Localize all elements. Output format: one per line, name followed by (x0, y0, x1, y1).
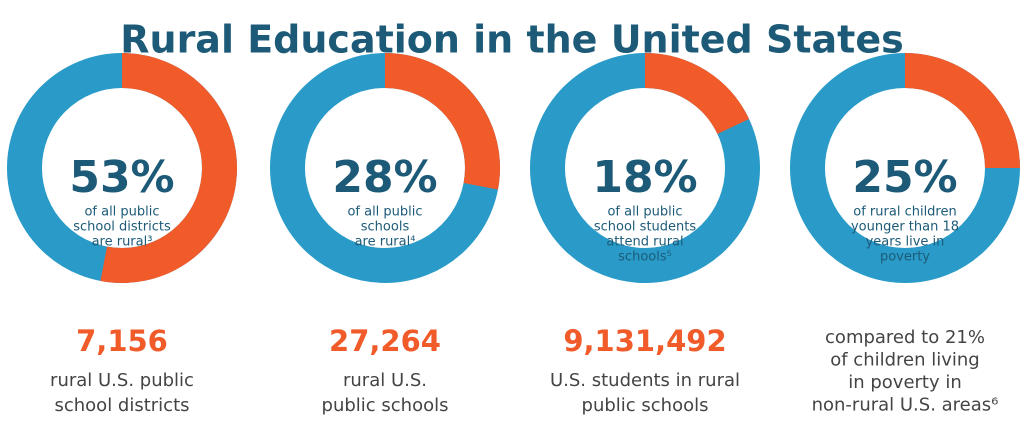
stat-text: rural U.S. (343, 370, 427, 391)
caption: of all public (607, 205, 682, 220)
donut-segment (384, 53, 500, 190)
donut-segment (644, 53, 750, 135)
caption: of all public (84, 205, 159, 220)
donut-segment (904, 53, 1020, 169)
stat-text: of children living (830, 350, 980, 371)
caption: poverty (880, 250, 930, 265)
stat-text: non-rural U.S. areas⁶ (812, 395, 999, 416)
stat-number: 7,156 (76, 324, 168, 358)
caption: attend rural (606, 235, 683, 250)
percent-label: 53% (69, 152, 174, 203)
percent-label: 18% (592, 152, 697, 203)
page-title: Rural Education in the United States (120, 18, 903, 62)
caption: are rural⁴ (355, 235, 416, 250)
stat-text: rural U.S. public (50, 370, 194, 391)
caption: of rural children (853, 205, 956, 220)
stat-text: compared to 21% (825, 327, 985, 348)
caption: younger than 18 (851, 220, 959, 235)
percent-label: 28% (332, 152, 437, 203)
stat-text: public schools (582, 395, 709, 416)
donut-segment (100, 53, 237, 283)
caption: are rural³ (92, 235, 153, 250)
stat-text: U.S. students in rural (550, 370, 740, 391)
stat-text: school districts (54, 395, 189, 416)
percent-label: 25% (852, 152, 957, 203)
stat-number: 9,131,492 (563, 324, 726, 358)
stat-number: 27,264 (329, 324, 441, 358)
caption: schools⁵ (618, 250, 672, 265)
stat-text: public schools (322, 395, 449, 416)
caption: of all public (347, 205, 422, 220)
caption: school districts (73, 220, 171, 235)
caption: years live in (866, 235, 945, 250)
caption: schools (361, 220, 410, 235)
caption: school students (594, 220, 697, 235)
stat-text: in poverty in (848, 372, 962, 393)
